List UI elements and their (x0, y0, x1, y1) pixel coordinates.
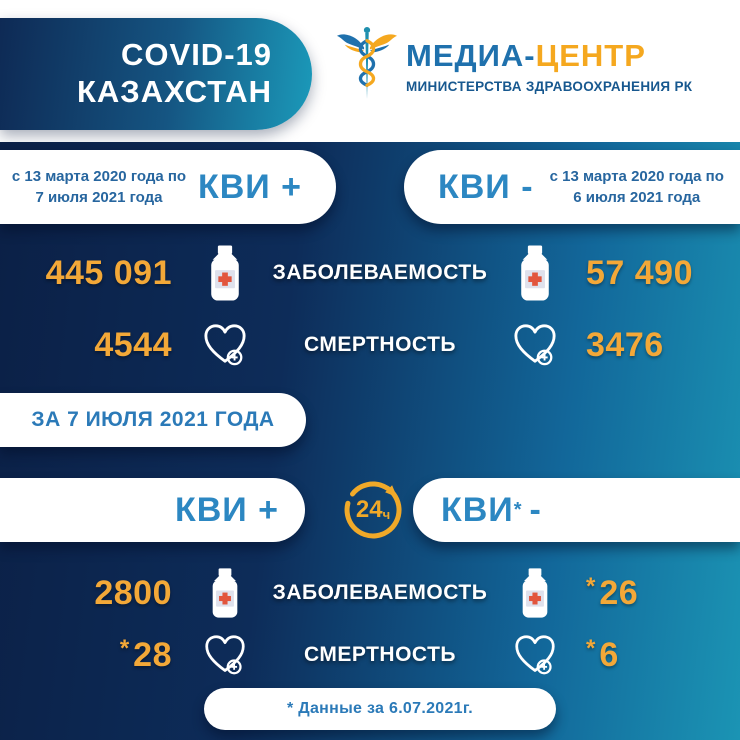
main-panel: с 13 марта 2020 года по 7 июля 2021 года… (0, 142, 740, 740)
daily-period-pill: ЗА 7 ИЮЛЯ 2021 ГОДА (0, 393, 306, 447)
asterisk-mark: * (586, 573, 596, 600)
morbidity-label: ЗАБОЛЕВАЕМОСТЬ (272, 261, 488, 284)
daily-kvi-negative-sign: - (529, 490, 541, 529)
daily-period-label: ЗА 7 ИЮЛЯ 2021 ГОДА (31, 408, 275, 431)
footnote-text: * Данные за 6.07.2021г. (287, 700, 473, 717)
header: COVID-19 КАЗАХСТАН МЕДИА-ЦЕНТР (0, 0, 740, 142)
daily-positive-morbidity-value: 2800 (94, 573, 172, 612)
daily-negative-morbidity-value: 26 (599, 574, 639, 612)
medicine-bottle-icon (500, 245, 570, 301)
daily-mortality-row: * 28 СМЕРТНОСТЬ * 6 (0, 625, 740, 685)
cumulative-kvi-positive-pill: с 13 марта 2020 года по 7 июля 2021 года… (0, 150, 336, 224)
morbidity-label: ЗАБОЛЕВАЕМОСТЬ (272, 581, 488, 604)
logo-subtitle: МИНИСТЕРСТВА ЗДРАВООХРАНЕНИЯ РК (406, 78, 693, 94)
cumulative-positive-period: с 13 марта 2020 года по 7 июля 2021 года (0, 166, 198, 208)
cumulative-positive-morbidity-value: 445 091 (45, 253, 172, 292)
daily-morbidity-row: 2800 ЗАБОЛЕВАЕМОСТЬ (0, 563, 740, 623)
logo-title-primary: МЕДИА- (406, 37, 536, 73)
kvi-negative-label: КВИ - (438, 167, 534, 206)
daily-kvi-positive-pill: КВИ + (0, 478, 305, 542)
asterisk-mark: * (586, 635, 596, 662)
footnote-pill: * Данные за 6.07.2021г. (204, 688, 556, 730)
daily-kvi-negative-asterisk: * (513, 498, 522, 521)
medicine-bottle-icon (190, 568, 260, 618)
clock-unit: ч (382, 506, 391, 522)
covid-badge: COVID-19 КАЗАХСТАН (0, 18, 312, 130)
caduceus-icon (336, 24, 398, 107)
cumulative-kvi-negative-pill: КВИ - с 13 марта 2020 года по 6 июля 202… (404, 150, 740, 224)
mortality-label: СМЕРТНОСТЬ (303, 333, 456, 356)
cumulative-negative-morbidity-value: 57 490 (586, 253, 693, 292)
logo-text: МЕДИА-ЦЕНТР МИНИСТЕРСТВА ЗДРАВООХРАНЕНИЯ… (406, 38, 692, 94)
daily-negative-mortality-value: 6 (599, 636, 619, 674)
clock-label: 24 ч (336, 473, 410, 547)
cumulative-negative-mortality-value: 3476 (586, 325, 664, 364)
medicine-bottle-icon (190, 245, 260, 301)
media-center-title: МЕДИА-ЦЕНТР (406, 38, 692, 74)
clock-value: 24 (355, 496, 383, 523)
covid-badge-line1: COVID-19 (121, 37, 272, 73)
medicine-bottle-icon (500, 568, 570, 618)
period-line2: 6 июля 2021 года (573, 189, 701, 206)
cumulative-morbidity-row: 445 091 ЗАБОЛЕВАЕМОСТЬ (0, 242, 740, 304)
cumulative-mortality-row: 4544 СМЕРТНОСТЬ 3476 (0, 314, 740, 376)
covid-badge-line2: КАЗАХСТАН (77, 74, 272, 109)
logo-title-accent: ЦЕНТР (535, 37, 646, 73)
daily-positive-mortality-value: 28 (133, 636, 172, 674)
media-center-logo: МЕДИА-ЦЕНТР МИНИСТЕРСТВА ЗДРАВООХРАНЕНИЯ… (336, 24, 692, 107)
heart-plus-icon (190, 634, 260, 676)
kvi-positive-label: КВИ + (197, 167, 302, 206)
asterisk-mark: * (119, 635, 130, 662)
24h-clock-icon: 24 ч (336, 473, 410, 547)
daily-kvi-negative-label: КВИ (441, 490, 514, 529)
period-line1: с 13 марта 2020 года по (11, 168, 187, 185)
heart-plus-icon (500, 323, 570, 367)
period-line2: 7 июля 2021 года (35, 189, 163, 206)
mortality-label: СМЕРТНОСТЬ (303, 643, 456, 666)
cumulative-positive-mortality-value: 4544 (94, 325, 172, 364)
daily-kvi-positive-label: КВИ + (174, 490, 279, 529)
heart-plus-icon (500, 634, 570, 676)
period-line1: с 13 марта 2020 года по (549, 168, 724, 185)
cumulative-negative-period: с 13 марта 2020 года по 6 июля 2021 года (534, 166, 740, 208)
heart-plus-icon (190, 323, 260, 367)
daily-kvi-negative-pill: КВИ * - (413, 478, 740, 542)
